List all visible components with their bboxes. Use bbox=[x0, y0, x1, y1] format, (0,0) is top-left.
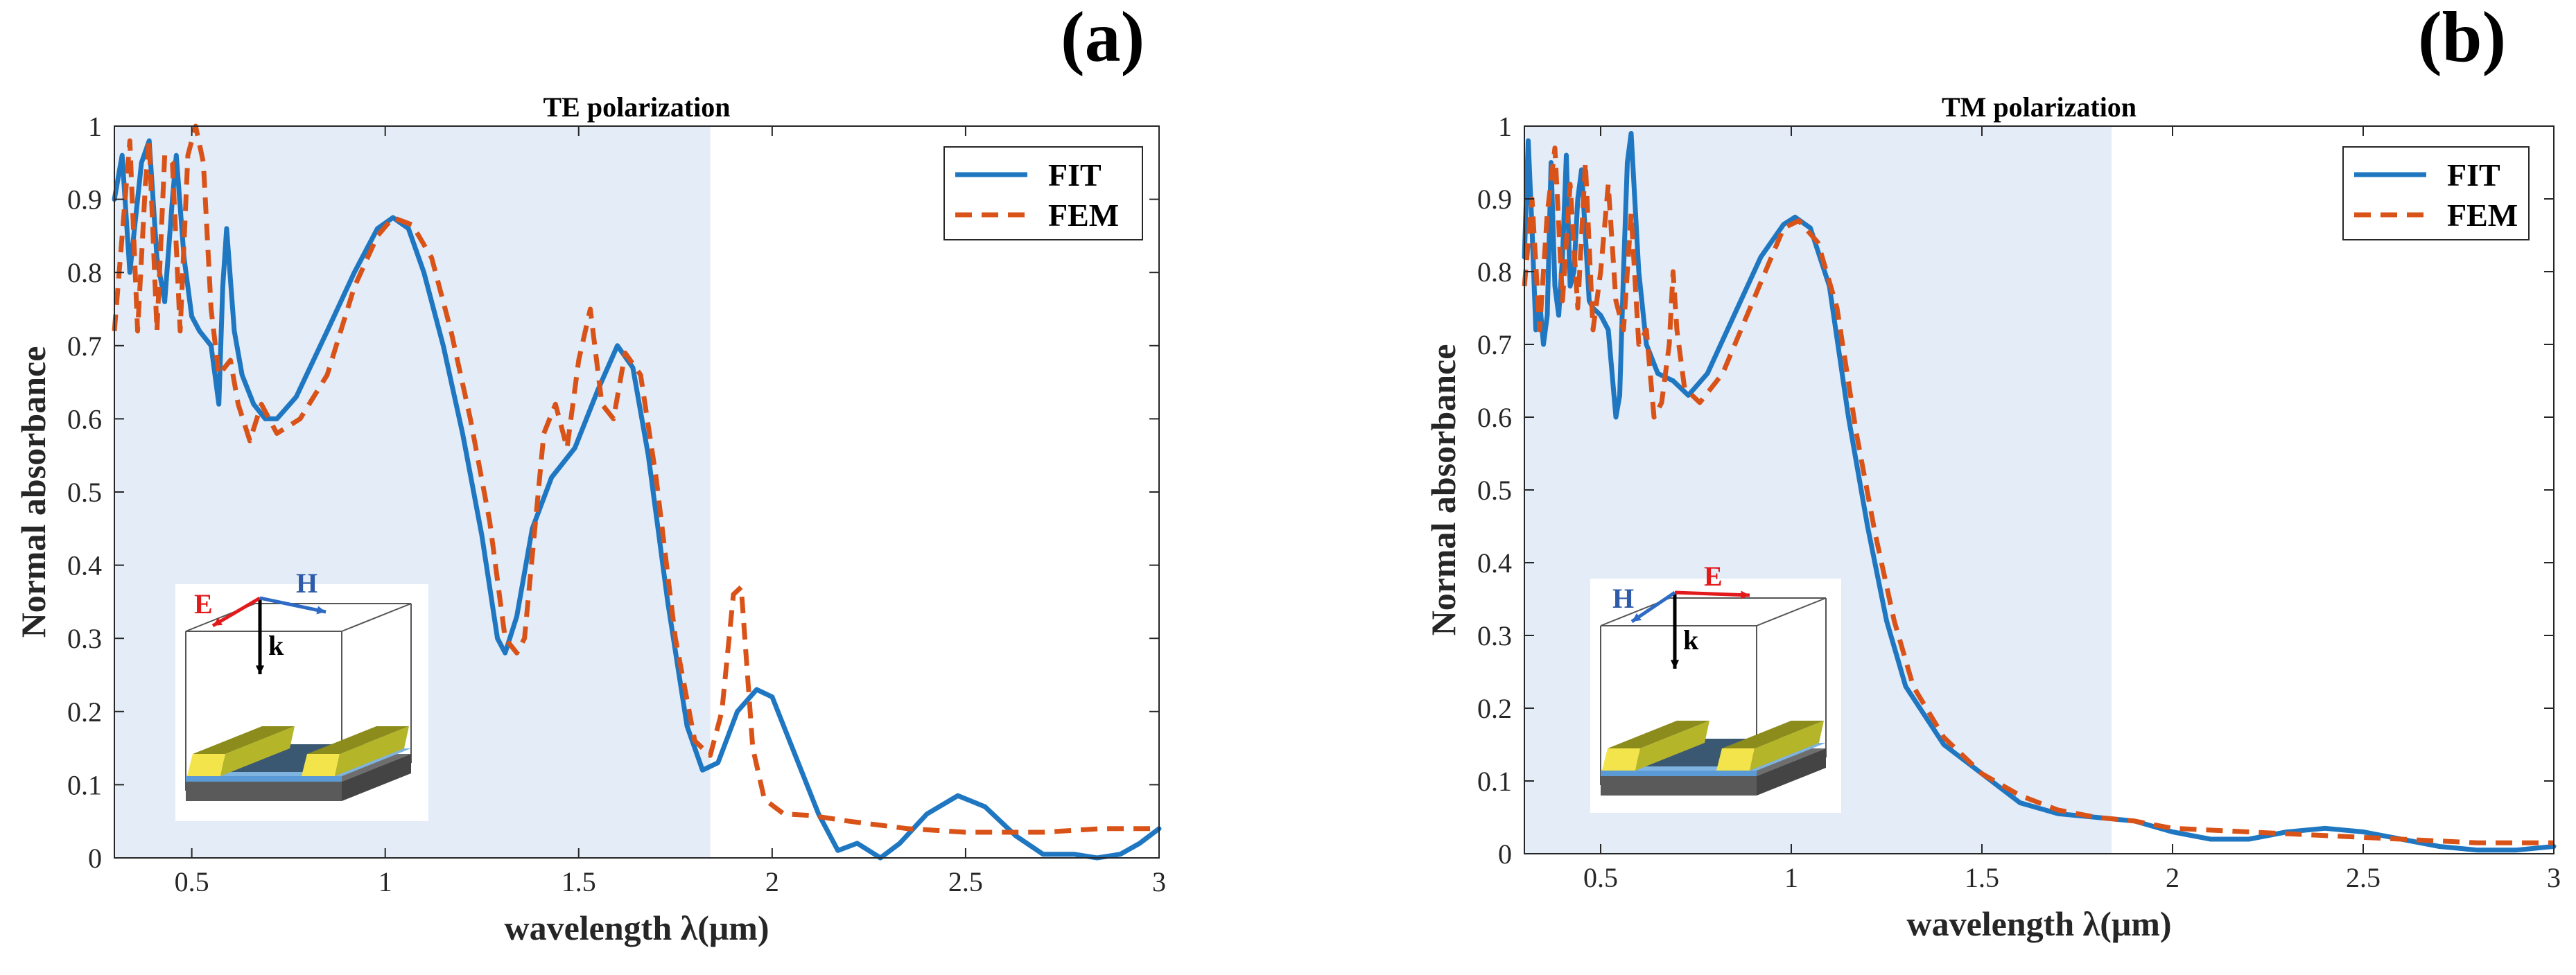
y-tick-label: 0.7 bbox=[67, 331, 102, 362]
legend-label-fem: FEM bbox=[2447, 197, 2518, 233]
x-tick-label: 0.5 bbox=[1583, 862, 1618, 893]
inset-e-arrow-head bbox=[213, 617, 223, 626]
y-tick-label: 0.7 bbox=[1477, 329, 1512, 360]
y-tick-label: 0.8 bbox=[67, 257, 102, 288]
inset-substrate-side bbox=[1757, 748, 1826, 796]
y-axis-label: Normal absorbance bbox=[1424, 344, 1463, 636]
x-tick-label: 2 bbox=[2166, 862, 2179, 893]
chart-title: TE polarization bbox=[543, 91, 730, 123]
y-axis-label: Normal absorbance bbox=[14, 346, 53, 638]
legend: FIT FEM bbox=[943, 146, 1143, 240]
inset-gold-bar-front bbox=[1602, 748, 1640, 771]
x-tick-label: 1.5 bbox=[1965, 862, 1999, 893]
y-tick-label: 0.1 bbox=[67, 769, 102, 800]
inset-label-k: k bbox=[268, 630, 284, 661]
y-tick-label: 0.9 bbox=[1477, 184, 1512, 215]
chart-panel-a: E Hk 0.5 1 1.5 2 2.5 3 0 0.1 0.2 0.3 0.4 0.5 0.6 0.7 0.8… bbox=[14, 0, 1166, 947]
inset-gold-bar-top bbox=[1608, 721, 1709, 748]
x-axis-label: wavelength λ(μm) bbox=[1906, 904, 2171, 943]
x-tick-label: 1 bbox=[1784, 862, 1798, 893]
chart-title: TM polarization bbox=[1942, 91, 2136, 123]
inset-label-k: k bbox=[1683, 624, 1699, 656]
inset-e-arrow-head bbox=[1741, 590, 1750, 599]
series-line-fit bbox=[112, 138, 1162, 861]
x-tick-label: 3 bbox=[2547, 862, 2561, 893]
inset-gold-bar-side bbox=[220, 726, 295, 776]
inset-gold-bar-front bbox=[302, 754, 340, 776]
inset-wire bbox=[341, 603, 412, 632]
inset-gold-bar-front bbox=[187, 754, 225, 776]
inset-label-h: H bbox=[1612, 583, 1634, 614]
inset-label-e: E bbox=[1704, 561, 1723, 592]
legend-label-fem: FEM bbox=[1048, 197, 1119, 233]
inset-h-arrow bbox=[259, 596, 327, 614]
inset-h-arrow-head bbox=[1632, 613, 1642, 622]
inset-gold-bar-top bbox=[1722, 721, 1824, 748]
inset-label-e: E bbox=[194, 588, 213, 620]
inset-substrate-front bbox=[1601, 776, 1757, 796]
inset-substrate-side bbox=[342, 754, 411, 801]
y-tick-label: 0.3 bbox=[1477, 620, 1512, 651]
series-line-fem bbox=[1522, 146, 2554, 845]
inset-gold-bar-front bbox=[1716, 748, 1755, 771]
y-tick-label: 1 bbox=[1498, 111, 1512, 142]
inset-gold-bar-side bbox=[1635, 721, 1709, 771]
y-tick-label: 0.4 bbox=[1477, 547, 1512, 579]
legend-box bbox=[2342, 146, 2530, 240]
panel-label: (a) bbox=[1061, 0, 1145, 77]
y-tick-label: 0.4 bbox=[67, 550, 102, 581]
y-tick-label: 0.2 bbox=[1477, 693, 1512, 724]
x-tick-label: 1.5 bbox=[562, 866, 596, 897]
legend-box bbox=[943, 146, 1143, 240]
y-tick-label: 0.5 bbox=[1477, 475, 1512, 506]
y-tick-label: 0.6 bbox=[1477, 402, 1512, 433]
legend-label-fit: FIT bbox=[2447, 157, 2500, 193]
y-tick-label: 0 bbox=[1498, 838, 1512, 870]
y-tick-label: 0.9 bbox=[67, 184, 102, 216]
inset-gold-bar-side bbox=[335, 726, 409, 776]
inset-spacer-front bbox=[186, 776, 342, 782]
panel-label: (b) bbox=[2418, 0, 2506, 77]
y-tick-label: 0 bbox=[88, 843, 102, 874]
inset-spacer-front bbox=[1601, 771, 1757, 776]
x-tick-label: 2.5 bbox=[948, 866, 983, 897]
inset-gold-bar-top bbox=[307, 726, 409, 754]
y-tick-label: 0.2 bbox=[67, 696, 102, 728]
inset-substrate-front bbox=[186, 782, 342, 801]
chart-panel-b: H Ek 0.5 1 1.5 2 2.5 3 0 0.1 0.2 0.3 0.4 0.5 0.6 0.7 0.8… bbox=[1424, 0, 2561, 943]
inset-gold-bar-top bbox=[193, 726, 295, 754]
x-tick-label: 1 bbox=[378, 866, 392, 897]
inset-wire bbox=[1756, 597, 1827, 626]
inset-e-arrow bbox=[211, 596, 261, 628]
series-line-fem bbox=[112, 123, 1159, 835]
x-axis-label: wavelength λ(μm) bbox=[504, 908, 769, 947]
y-tick-label: 1 bbox=[88, 111, 102, 142]
inset-h-arrow-head bbox=[316, 606, 326, 615]
inset-e-arrow bbox=[1674, 590, 1750, 597]
y-tick-label: 0.1 bbox=[1477, 766, 1512, 797]
y-tick-label: 0.3 bbox=[67, 623, 102, 654]
inset-gold-bar-side bbox=[1750, 721, 1824, 771]
x-tick-label: 2.5 bbox=[2346, 862, 2381, 893]
inset-k-arrow-head bbox=[1670, 660, 1680, 669]
y-tick-label: 0.6 bbox=[67, 403, 102, 434]
x-tick-label: 2 bbox=[765, 866, 779, 897]
inset-k-arrow-head bbox=[255, 665, 265, 674]
x-tick-label: 0.5 bbox=[175, 866, 209, 897]
legend: FIT FEM bbox=[2342, 146, 2530, 240]
y-tick-label: 0.5 bbox=[67, 477, 102, 508]
y-tick-label: 0.8 bbox=[1477, 256, 1512, 288]
x-tick-label: 3 bbox=[1152, 866, 1166, 897]
legend-label-fit: FIT bbox=[1048, 157, 1102, 193]
inset-label-h: H bbox=[296, 568, 317, 599]
